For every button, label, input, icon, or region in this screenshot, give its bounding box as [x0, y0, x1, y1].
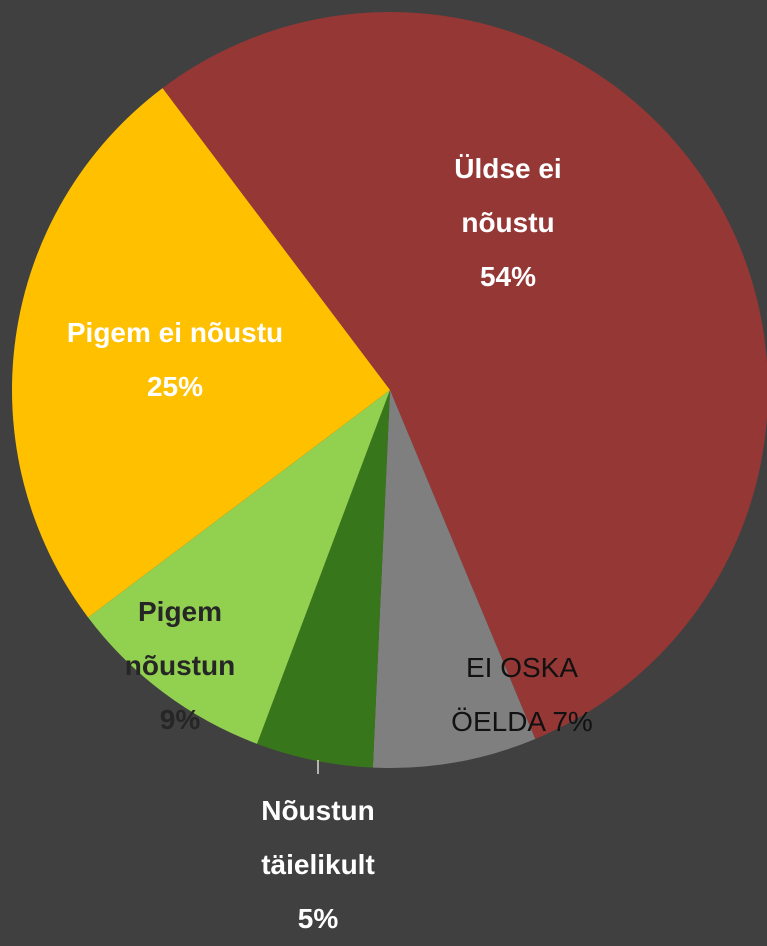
slice-label: Pigem ei nõustu 25% — [60, 306, 290, 414]
category-label: Pigem nõustun — [124, 596, 236, 681]
slice-label: Nõustun täielikult 5% — [233, 784, 403, 946]
value-label: 7% — [552, 706, 593, 737]
value-label: 5% — [297, 903, 339, 934]
value-label: 25% — [146, 371, 204, 402]
slice-label: Pigem nõustun 9% — [105, 585, 255, 747]
page: Üldse ei nõustu 54% EI OSKA ÖELDA 7% Nõust… — [11, 12, 767, 934]
pie — [11, 12, 767, 769]
value-label: 54% — [479, 261, 537, 292]
pie-slice — [372, 390, 536, 769]
pie-slice — [88, 390, 390, 744]
value-label: 9% — [159, 704, 201, 735]
slice-label: Üldse ei nõustu 54% — [428, 142, 588, 304]
category-label: Üldse ei nõustu — [454, 153, 562, 238]
chart — [11, 12, 767, 774]
pie-slice — [162, 12, 767, 739]
pie-slice — [257, 390, 390, 768]
slice-label: EI OSKA ÖELDA 7% — [427, 641, 617, 749]
category-label: EI OSKA ÖELDA — [451, 652, 579, 737]
category-label: Nõustun täielikult — [261, 795, 375, 880]
pie-slice — [11, 88, 390, 618]
category-label: Pigem ei nõustu — [66, 317, 284, 348]
